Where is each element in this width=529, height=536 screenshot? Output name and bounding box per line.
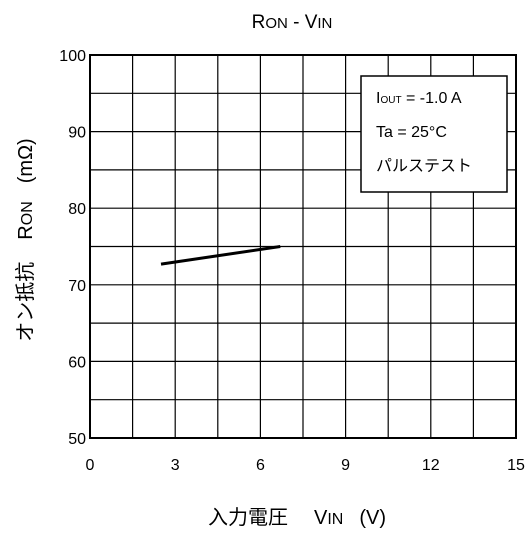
x-axis-label-var: V <box>314 507 328 529</box>
series-layer <box>160 245 281 266</box>
plot-frame <box>89 54 517 439</box>
y-axis-label-sub: ON <box>19 201 36 225</box>
y-tick-label: 70 <box>68 278 86 295</box>
condition-temperature: Ta = 25°C <box>376 124 447 141</box>
title-sub: ON <box>265 15 288 32</box>
grid <box>89 54 517 439</box>
condition-box-frame <box>360 75 508 193</box>
y-tick-labels: 50 60 70 80 90 100 <box>59 48 86 448</box>
title-main: R <box>252 12 266 33</box>
x-tick-label: 9 <box>341 457 350 474</box>
condition-test-method: パルステスト <box>376 158 472 175</box>
x-tick-labels: 0 3 6 9 12 15 <box>86 457 525 474</box>
x-tick-label: 0 <box>86 457 95 474</box>
y-tick-label: 90 <box>68 125 86 142</box>
x-tick-label: 12 <box>422 457 440 474</box>
title-rest: - V <box>288 12 318 33</box>
condition-current: IOUT = -1.0 A <box>376 90 462 107</box>
condition-current-sub: OUT <box>380 95 401 106</box>
x-tick-label: 15 <box>507 457 525 474</box>
x-tick-label: 3 <box>171 457 180 474</box>
x-axis-label: 入力電圧 VIN (V) <box>208 506 386 529</box>
y-tick-label: 60 <box>68 354 86 371</box>
y-tick-label: 100 <box>59 48 86 65</box>
x-axis-label-unit: (V) <box>359 507 386 529</box>
x-tick-label: 6 <box>256 457 265 474</box>
y-tick-label: 50 <box>68 431 86 448</box>
condition-current-rest: = -1.0 A <box>402 90 462 107</box>
y-axis-label-unit: (mΩ) <box>15 138 37 183</box>
y-axis-label: オン抵抗 RON (mΩ) <box>14 138 37 341</box>
series-line-ron <box>160 245 281 266</box>
x-axis-label-sub: IN <box>327 511 343 528</box>
y-tick-label: 80 <box>68 201 86 218</box>
y-axis-label-var: R <box>15 225 37 239</box>
chart-title: RON - VIN <box>252 12 333 33</box>
y-axis-label-text: オン抵抗 <box>14 262 37 342</box>
title-sub2: IN <box>317 15 332 32</box>
condition-legend-box: IOUT = -1.0 A Ta = 25°C パルステスト <box>360 75 508 193</box>
condition-current-var: I <box>376 90 380 107</box>
x-axis-label-text: 入力電圧 <box>208 506 288 529</box>
